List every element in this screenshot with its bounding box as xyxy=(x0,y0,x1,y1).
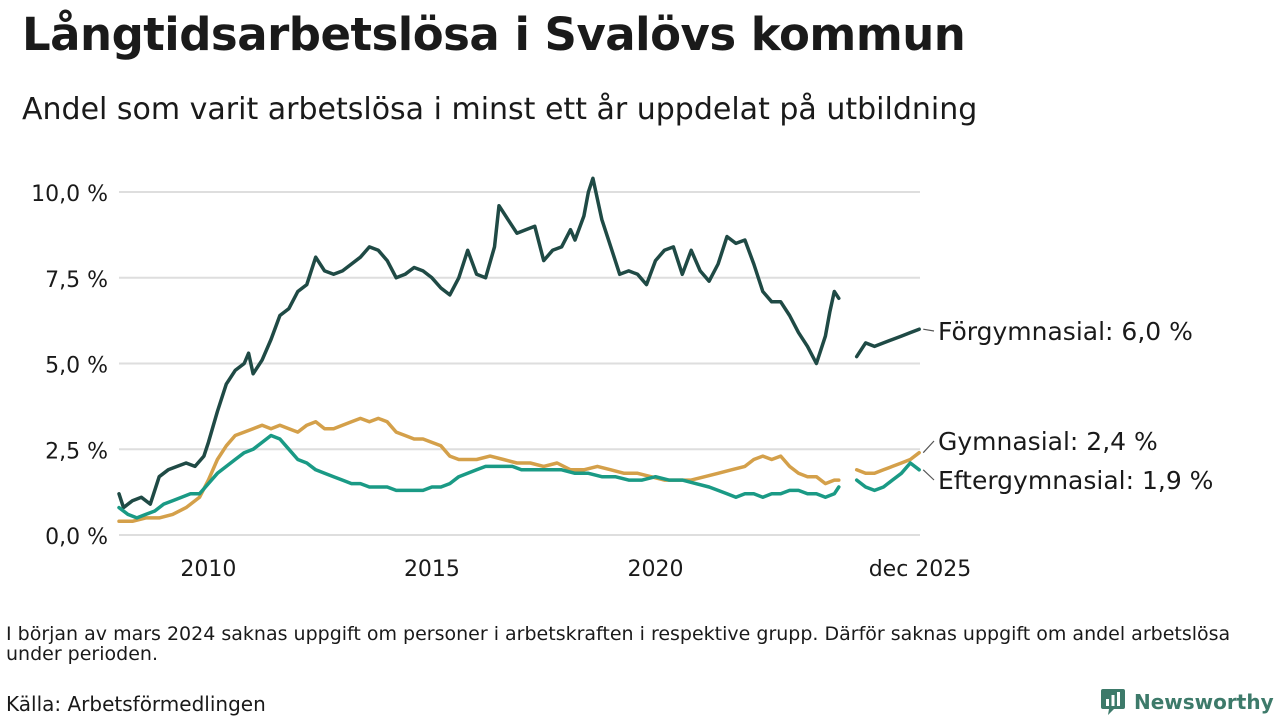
end-label-eftergymnasial: Eftergymnasial: 1,9 % xyxy=(938,466,1213,495)
series-line-gymnasial xyxy=(854,450,921,476)
y-tick-label: 0,0 % xyxy=(45,525,108,550)
grid-lines xyxy=(119,191,920,536)
end-label-gymnasial: Gymnasial: 2,4 % xyxy=(938,427,1158,456)
label-leader-line xyxy=(922,440,935,454)
brand-name: Newsworthy xyxy=(1134,690,1274,714)
x-axis-tick-labels: 2010 2015 2020 dec 2025 xyxy=(180,557,971,582)
x-tick-label: 2015 xyxy=(404,557,460,582)
chart-bubble-icon xyxy=(1101,689,1125,715)
x-tick-label: dec 2025 xyxy=(869,557,972,582)
series-end-labels: Förgymnasial: 6,0 % Gymnasial: 2,4 % Efter… xyxy=(922,317,1213,495)
y-tick-label: 2,5 % xyxy=(45,439,108,464)
series-line-eftergymnasial xyxy=(854,461,921,493)
x-tick-label: 2010 xyxy=(180,557,236,582)
page-subtitle: Andel som varit arbetslösa i minst ett å… xyxy=(22,92,978,127)
series-line-eftergymnasial xyxy=(117,433,841,520)
label-leader-line xyxy=(922,469,935,481)
series-lines xyxy=(117,176,921,524)
source-credit: Källa: Arbetsförmedlingen xyxy=(6,692,266,716)
end-label-förgymnasial: Förgymnasial: 6,0 % xyxy=(938,317,1193,346)
series-line-förgymnasial xyxy=(854,327,921,359)
x-tick-label: 2020 xyxy=(627,557,683,582)
y-axis-tick-labels: 0,0 % 2,5 % 5,0 % 7,5 % 10,0 % xyxy=(31,182,108,550)
y-tick-label: 5,0 % xyxy=(45,354,108,379)
label-leader-line xyxy=(923,328,935,332)
series-line-förgymnasial xyxy=(117,176,841,510)
footnote: I början av mars 2024 saknas uppgift om … xyxy=(6,623,1231,665)
page-title: Långtidsarbetslösa i Svalövs kommun xyxy=(22,8,966,61)
series-line-gymnasial xyxy=(117,416,841,524)
y-tick-label: 7,5 % xyxy=(45,268,108,293)
brand-logo: Newsworthy xyxy=(1100,688,1274,716)
y-tick-label: 10,0 % xyxy=(31,182,108,207)
